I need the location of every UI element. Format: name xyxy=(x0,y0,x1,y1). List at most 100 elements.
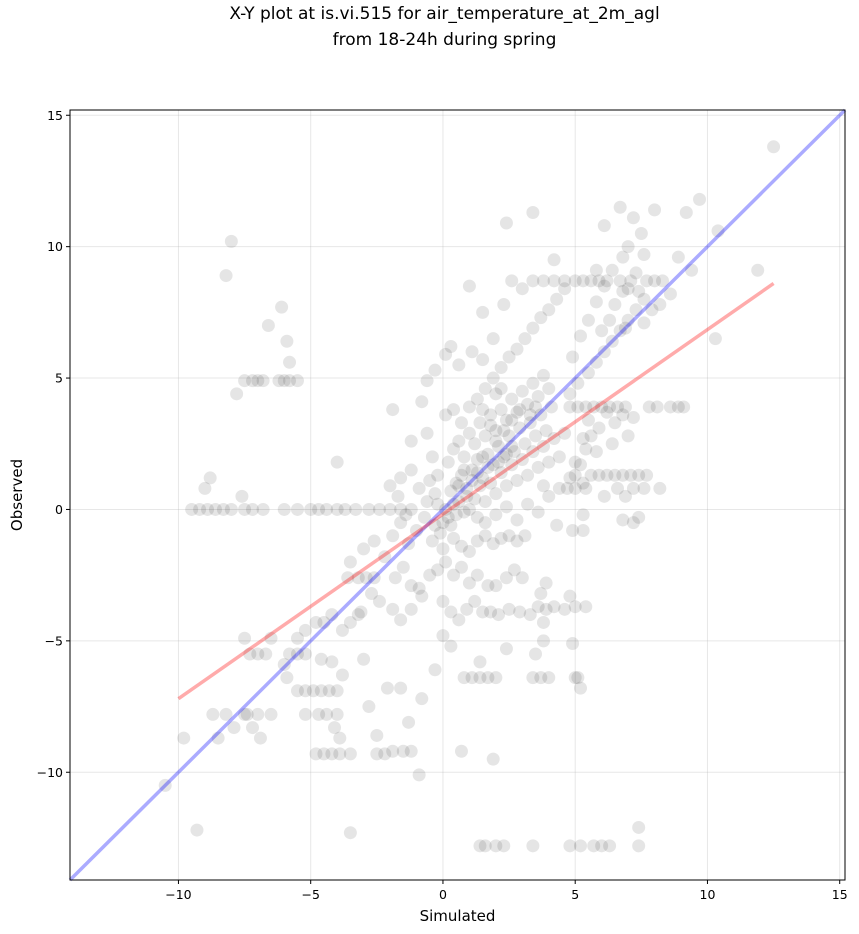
scatter-point xyxy=(542,382,556,396)
scatter-point xyxy=(640,274,654,288)
scatter-point xyxy=(526,839,540,853)
scatter-point xyxy=(513,605,527,619)
scatter-point xyxy=(465,671,479,685)
scatter-point xyxy=(425,534,439,548)
grid xyxy=(70,110,845,880)
scatter-point xyxy=(404,602,418,616)
scatter-point xyxy=(457,450,471,464)
scatter-point xyxy=(523,608,537,622)
scatter-point xyxy=(441,455,455,469)
scatter-point xyxy=(507,445,521,459)
scatter-point xyxy=(227,721,241,735)
scatter-point xyxy=(576,476,590,490)
scatter-point xyxy=(605,334,619,348)
scatter-point xyxy=(497,450,511,464)
scatter-point xyxy=(708,332,722,346)
scatter-point xyxy=(587,400,601,414)
scatter-point xyxy=(499,216,513,230)
scatter-point xyxy=(378,550,392,564)
scatter-point xyxy=(333,731,347,745)
scatter-point xyxy=(198,481,212,495)
scatter-point xyxy=(436,629,450,643)
scatter-point xyxy=(415,589,429,603)
scatter-point xyxy=(436,516,450,530)
scatter-point xyxy=(600,468,614,482)
scatter-point xyxy=(280,671,294,685)
scatter-point xyxy=(481,671,495,685)
scatter-point xyxy=(581,413,595,427)
scatter-point xyxy=(637,292,651,306)
scatter-point xyxy=(671,250,685,264)
scatter-point xyxy=(568,481,582,495)
scatter-point xyxy=(290,631,304,645)
scatter-point xyxy=(481,460,495,474)
scatter-point xyxy=(626,410,640,424)
scatter-point xyxy=(439,502,453,516)
scatter-point xyxy=(185,502,199,516)
x-tick-label: −5 xyxy=(301,887,319,902)
scatter-point xyxy=(312,502,326,516)
scatter-point xyxy=(597,345,611,359)
scatter-point xyxy=(576,508,590,522)
scatter-point xyxy=(351,571,365,585)
scatter-point xyxy=(526,274,540,288)
scatter-point xyxy=(433,526,447,540)
scatter-point xyxy=(626,211,640,225)
scatter-point xyxy=(489,508,503,522)
scatter-point xyxy=(386,529,400,543)
x-tick-label: 5 xyxy=(571,887,579,902)
chart-title-line-1: X-Y plot at is.vi.515 for air_temperatur… xyxy=(229,4,660,24)
scatter-point xyxy=(219,707,233,721)
scatter-point xyxy=(581,366,595,380)
scatter-point xyxy=(264,631,278,645)
scatter-point xyxy=(431,497,445,511)
scatter-point xyxy=(449,508,463,522)
scatter-point xyxy=(476,305,490,319)
scatter-point xyxy=(473,671,487,685)
scatter-point xyxy=(243,647,257,661)
scatter-point xyxy=(370,728,384,742)
scatter-point xyxy=(452,434,466,448)
scatter-point xyxy=(367,571,381,585)
scatter-point xyxy=(560,481,574,495)
scatter-point xyxy=(394,681,408,695)
scatter-point xyxy=(439,347,453,361)
scatter-point xyxy=(449,476,463,490)
scatter-point xyxy=(539,576,553,590)
scatter-point xyxy=(571,400,585,414)
scatter-point xyxy=(394,471,408,485)
scatter-point xyxy=(536,615,550,629)
scatter-point xyxy=(447,497,461,511)
scatter-point xyxy=(460,481,474,495)
scatter-point xyxy=(330,455,344,469)
scatter-point xyxy=(462,279,476,293)
scatter-point xyxy=(677,400,691,414)
fit-lines xyxy=(68,108,847,882)
scatter-point xyxy=(621,429,635,443)
scatter-point xyxy=(370,747,384,761)
scatter-point xyxy=(711,224,725,238)
scatter-point xyxy=(447,531,461,545)
scatter-point xyxy=(365,587,379,601)
scatter-point xyxy=(277,502,291,516)
scatter-point xyxy=(566,350,580,364)
scatter-point xyxy=(589,355,603,369)
scatter-point xyxy=(283,647,297,661)
scatter-point xyxy=(637,316,651,330)
scatter-point xyxy=(312,707,326,721)
scatter-point xyxy=(473,416,487,430)
scatter-point xyxy=(290,374,304,388)
scatter-point xyxy=(566,523,580,537)
scatter-point xyxy=(470,534,484,548)
scatter-point xyxy=(592,421,606,435)
scatter-point xyxy=(219,269,233,283)
scatter-point xyxy=(518,332,532,346)
scatter-point xyxy=(494,382,508,396)
scatter-point xyxy=(515,571,529,585)
scatter-point xyxy=(655,274,669,288)
scatter-point xyxy=(595,324,609,338)
scatter-point xyxy=(476,471,490,485)
scatter-point xyxy=(629,303,643,317)
scatter-point xyxy=(343,747,357,761)
scatter-point xyxy=(510,534,524,548)
